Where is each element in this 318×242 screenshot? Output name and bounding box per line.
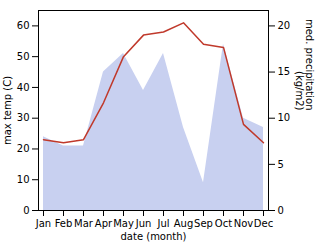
svg-text:max temp (C): max temp (C): [2, 76, 13, 145]
svg-text:0: 0: [278, 205, 284, 216]
svg-text:40: 40: [17, 82, 30, 93]
svg-text:Jun: Jun: [135, 218, 152, 229]
svg-text:15: 15: [278, 66, 291, 77]
svg-text:10: 10: [17, 174, 30, 185]
svg-text:60: 60: [17, 20, 30, 31]
svg-text:30: 30: [17, 112, 30, 123]
svg-text:Oct: Oct: [215, 218, 232, 229]
svg-text:Jan: Jan: [35, 218, 51, 229]
svg-text:Dec: Dec: [254, 218, 273, 229]
svg-text:Sep: Sep: [194, 218, 213, 229]
svg-text:20: 20: [17, 143, 30, 154]
svg-text:med. precipitation(kg/m2): med. precipitation(kg/m2): [294, 19, 315, 111]
svg-text:Apr: Apr: [95, 218, 113, 229]
svg-text:20: 20: [278, 20, 291, 31]
svg-text:Nov: Nov: [234, 218, 254, 229]
svg-text:10: 10: [278, 112, 291, 123]
svg-text:Mar: Mar: [74, 218, 94, 229]
svg-text:May: May: [113, 218, 134, 229]
svg-text:5: 5: [278, 159, 284, 170]
svg-text:date (month): date (month): [121, 231, 187, 242]
svg-text:Jul: Jul: [156, 218, 169, 229]
svg-text:50: 50: [17, 51, 30, 62]
svg-text:0: 0: [23, 205, 29, 216]
svg-text:Feb: Feb: [55, 218, 73, 229]
svg-text:Aug: Aug: [174, 218, 194, 229]
